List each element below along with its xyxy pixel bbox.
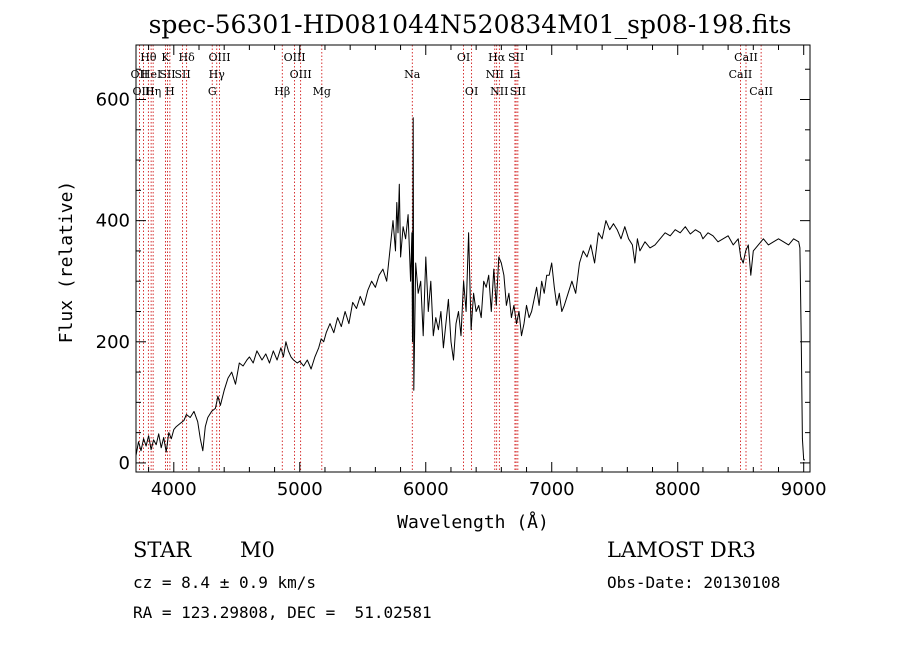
line-marker-label: CaII: [729, 68, 753, 81]
survey-name: LAMOST DR3: [607, 538, 756, 562]
x-axis-label: Wavelength (Å): [397, 511, 549, 533]
line-marker-label: SII: [174, 68, 190, 81]
line-marker-label: Hθ: [140, 51, 157, 64]
line-marker-label: SII: [510, 85, 526, 98]
line-marker-label: Li: [510, 68, 521, 81]
plot-frame: [135, 44, 811, 473]
observation-date: Obs-Date: 20130108: [607, 573, 781, 592]
x-tick-label: 8000: [655, 479, 701, 500]
line-marker-label: H: [165, 85, 175, 98]
y-tick-label: 0: [119, 453, 130, 474]
line-marker-label: Hδ: [179, 51, 196, 64]
line-marker-label: OII: [131, 68, 149, 81]
chart-title: spec-56301-HD081044N520834M01_sp08-198.f…: [149, 10, 792, 39]
spectrum-series: [135, 117, 805, 461]
line-marker-label: OIII: [208, 51, 230, 64]
line-marker-label: HeI: [141, 68, 161, 81]
line-marker-label: OIII: [290, 68, 312, 81]
line-marker-label: G: [208, 85, 217, 98]
coordinates: RA = 123.29808, DEC = 51.02581: [133, 603, 432, 622]
line-marker-label: Hη: [145, 85, 161, 98]
line-marker-label: OI: [457, 51, 470, 64]
line-marker-label: CaII: [734, 51, 758, 64]
x-tick-label: 6000: [403, 479, 449, 500]
line-marker-label: CaII: [749, 85, 773, 98]
line-marker-label: SII: [159, 68, 175, 81]
line-marker-label: SII: [508, 51, 524, 64]
line-marker-label: Na: [404, 68, 421, 81]
line-marker-label: K: [161, 51, 170, 64]
line-marker-label: Hβ: [274, 85, 290, 98]
line-marker-label: NII: [490, 85, 508, 98]
line-marker-label: OIII: [133, 85, 155, 98]
line-marker-label: OIII: [284, 51, 306, 64]
line-markers: [139, 45, 762, 472]
object-subclass: M0: [240, 538, 275, 562]
line-marker-label: Mg: [313, 85, 331, 98]
line-marker-label: OI: [465, 85, 478, 98]
object-type: STAR: [133, 538, 192, 562]
line-marker-label: Hγ: [209, 68, 226, 81]
y-tick-label: 600: [96, 90, 130, 111]
axis-ticks: 4000 5000 6000 7000 8000 9000 0 200 400 600: [96, 45, 827, 500]
spectrum-line: [135, 117, 805, 461]
x-tick-label: 5000: [277, 479, 323, 500]
x-tick-label: 4000: [151, 479, 197, 500]
y-tick-label: 400: [96, 211, 130, 232]
redshift-info: cz = 8.4 ± 0.9 km/s: [133, 573, 317, 592]
line-marker-label: NII: [486, 68, 504, 81]
y-tick-label: 200: [96, 332, 130, 353]
line-marker-label: Hα: [488, 51, 506, 64]
x-tick-label: 7000: [529, 479, 575, 500]
x-tick-label: 9000: [781, 479, 827, 500]
y-axis-label: Flux (relative): [56, 181, 77, 344]
